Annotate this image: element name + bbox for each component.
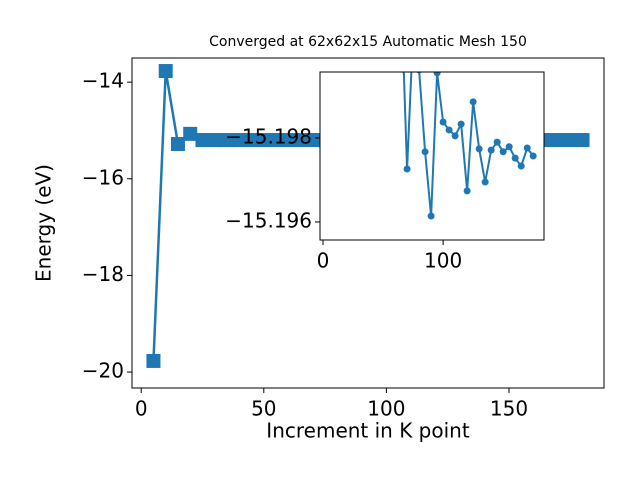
x-tick-label: 50 xyxy=(251,397,276,421)
data-point xyxy=(505,143,513,151)
y-axis-label: Energy (eV) xyxy=(32,164,56,282)
data-point xyxy=(523,144,531,152)
data-point xyxy=(421,148,429,156)
data-point xyxy=(220,133,235,148)
data-point xyxy=(158,64,173,79)
data-point xyxy=(493,138,501,146)
data-point xyxy=(146,353,161,368)
data-point xyxy=(487,146,495,154)
data-point xyxy=(481,178,489,186)
data-point xyxy=(529,152,537,160)
y-tick-label: −15.198 xyxy=(225,124,312,148)
x-tick-label: 150 xyxy=(490,397,528,421)
data-point xyxy=(511,154,519,162)
data-point xyxy=(563,133,578,148)
x-tick-label: 100 xyxy=(367,397,405,421)
y-tick-label: −20 xyxy=(82,359,124,383)
data-point xyxy=(207,133,222,148)
data-point xyxy=(427,212,435,220)
data-point xyxy=(551,133,566,148)
data-point xyxy=(293,133,308,148)
data-point xyxy=(457,120,465,128)
data-point xyxy=(439,118,447,126)
x-tick-label: 100 xyxy=(424,249,462,273)
x-tick-label: 0 xyxy=(317,249,330,273)
y-tick-label: −14 xyxy=(82,69,124,93)
y-tick-label: −16 xyxy=(82,165,124,189)
data-point xyxy=(195,133,210,148)
data-point xyxy=(244,133,259,148)
x-tick-label: 0 xyxy=(135,397,148,421)
data-point xyxy=(463,187,471,195)
data-point xyxy=(269,133,284,148)
axes-frame xyxy=(319,71,545,241)
data-point xyxy=(170,137,185,152)
y-tick-label: −15.196 xyxy=(225,208,312,232)
data-point xyxy=(475,145,483,153)
y-tick-label: −18 xyxy=(82,262,124,286)
data-point xyxy=(575,133,590,148)
x-axis-label: Increment in K point xyxy=(266,419,470,443)
data-point xyxy=(281,133,296,148)
plot-data xyxy=(402,72,537,220)
data-point xyxy=(433,72,441,77)
data-point xyxy=(305,133,320,148)
data-point xyxy=(445,126,453,134)
data-point xyxy=(451,132,459,140)
axes-frame xyxy=(131,57,605,389)
chart-title: Converged at 62x62x15 Automatic Mesh 150 xyxy=(209,34,527,50)
data-point xyxy=(232,133,247,148)
data-point xyxy=(517,162,525,170)
data-point xyxy=(403,165,411,173)
data-point xyxy=(256,133,271,148)
data-point xyxy=(469,98,477,106)
data-point xyxy=(499,148,507,156)
data-point xyxy=(183,126,198,141)
